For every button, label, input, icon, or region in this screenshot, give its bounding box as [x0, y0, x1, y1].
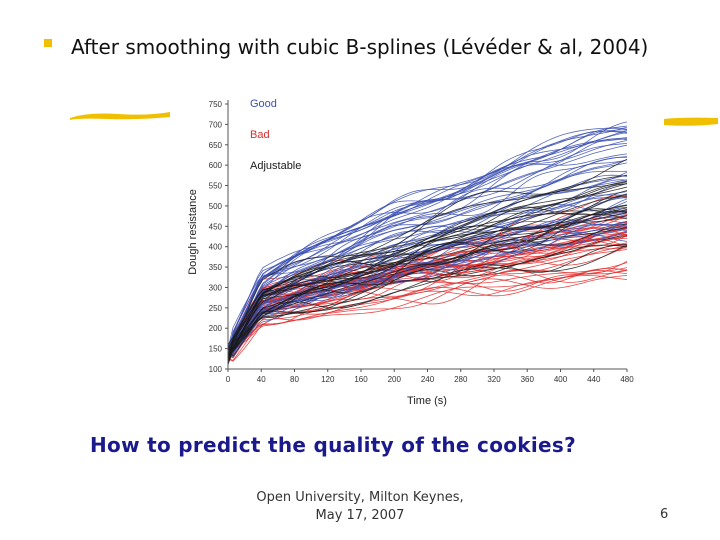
x-tick-label: 480 — [620, 375, 634, 384]
series-line-adjustable — [227, 190, 628, 358]
page-number: 6 — [660, 507, 669, 522]
legend: Good Bad Adjustable — [250, 98, 301, 172]
series-line-good — [227, 153, 628, 361]
bullet-text: After smoothing with cubic B-splines (Lé… — [71, 35, 649, 59]
brush-stroke-left — [70, 112, 170, 120]
x-tick-label: 160 — [354, 375, 368, 384]
y-tick-label: 250 — [209, 304, 223, 313]
legend-entry-adjustable: Adjustable — [250, 160, 301, 172]
footer-line-2: May 17, 2007 — [315, 508, 405, 523]
series-line-good — [227, 156, 628, 347]
y-tick-label: 300 — [209, 283, 223, 292]
series-line-good — [227, 130, 628, 353]
y-tick-label: 750 — [209, 100, 223, 109]
y-tick-label: 650 — [209, 141, 223, 150]
question-text: How to predict the quality of the cookie… — [90, 433, 577, 457]
y-tick-label: 200 — [209, 324, 223, 333]
series-line-adjustable — [227, 244, 628, 364]
x-tick-label: 320 — [487, 375, 501, 384]
y-tick-label: 350 — [209, 263, 223, 272]
series-line-adjustable — [227, 207, 628, 349]
series-line-adjustable — [227, 244, 628, 358]
y-tick-label: 450 — [209, 222, 223, 231]
y-tick-label: 550 — [209, 182, 223, 191]
series-line-good — [227, 159, 628, 351]
series-line-adjustable — [227, 214, 628, 355]
x-tick-label: 200 — [388, 375, 402, 384]
series-line-good — [227, 130, 628, 347]
series-line-adjustable — [227, 213, 628, 364]
dough-resistance-chart: 1001502002503003504004505005506006507007… — [187, 98, 634, 407]
y-axis-label: Dough resistance — [187, 189, 199, 275]
x-tick-label: 360 — [521, 375, 535, 384]
series-line-adjustable — [227, 180, 628, 359]
x-tick-label: 0 — [226, 375, 231, 384]
x-tick-label: 280 — [454, 375, 468, 384]
legend-entry-good: Good — [250, 98, 277, 110]
series-line-good — [227, 174, 628, 351]
series-line-bad — [227, 261, 628, 361]
series-line-adjustable — [227, 204, 628, 362]
y-tick-label: 150 — [209, 345, 223, 354]
footer-line-1: Open University, Milton Keynes, — [256, 490, 464, 505]
y-tick-label: 700 — [209, 120, 223, 129]
y-tick-label: 600 — [209, 161, 223, 170]
series-line-good — [227, 226, 628, 353]
x-tick-label: 40 — [257, 375, 266, 384]
x-tick-label: 240 — [421, 375, 435, 384]
series-line-good — [227, 229, 628, 361]
series-line-good — [227, 179, 628, 365]
series-line-good — [227, 232, 628, 361]
x-tick-label: 80 — [290, 375, 299, 384]
series-line-adjustable — [227, 181, 628, 350]
series-line-bad — [227, 269, 628, 350]
series-line-bad — [227, 267, 628, 357]
axes: 1001502002503003504004505005506006507007… — [209, 100, 634, 384]
x-tick-label: 400 — [554, 375, 568, 384]
bullet-square-icon — [44, 39, 52, 47]
series-line-bad — [227, 262, 628, 359]
y-tick-label: 100 — [209, 365, 223, 374]
series-line-adjustable — [227, 204, 628, 360]
series-line-good — [227, 204, 628, 348]
x-tick-label: 120 — [321, 375, 335, 384]
series-line-adjustable — [227, 223, 628, 362]
series-line-good — [227, 137, 628, 359]
x-tick-label: 440 — [587, 375, 601, 384]
legend-entry-bad: Bad — [250, 129, 270, 141]
y-tick-label: 500 — [209, 202, 223, 211]
x-axis-label: Time (s) — [407, 395, 447, 407]
brush-stroke-right — [664, 117, 718, 126]
series-line-good — [227, 215, 628, 361]
plot-lines — [227, 121, 628, 365]
y-tick-label: 400 — [209, 243, 223, 252]
series-line-adjustable — [227, 235, 628, 362]
footer: Open University, Milton Keynes, May 17, … — [250, 489, 470, 525]
